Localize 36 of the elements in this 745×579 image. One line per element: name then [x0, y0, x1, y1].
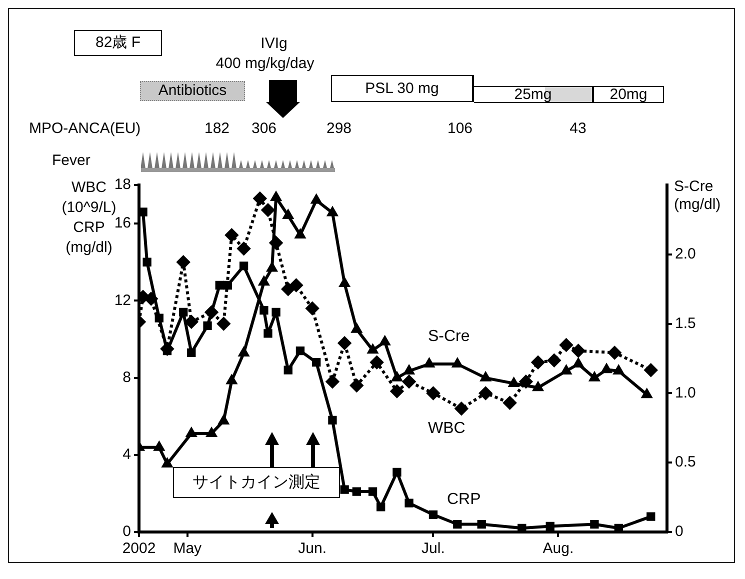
text: 106 [446, 120, 474, 137]
y-tick-label: 18 [114, 176, 131, 194]
text: MPO-ANCA(EU) [29, 120, 141, 137]
annotation: サイトカイン測定 [173, 467, 340, 498]
y-tick-label: 4 [122, 446, 131, 464]
x-tick-label: 2002 [122, 540, 156, 558]
text: 43 [568, 120, 588, 137]
text: 306 [250, 120, 278, 137]
y-axis-title: WBC (10^9/L) CRP (mg/dl) [62, 179, 116, 256]
y-tick-label: 8 [122, 368, 131, 386]
text: 298 [325, 120, 353, 137]
text: IVIg [260, 35, 288, 52]
text: 182 [203, 120, 231, 137]
text: PSL 30 mg [331, 75, 474, 102]
y-tick-label: 16 [114, 214, 131, 232]
text: 20mg [593, 86, 664, 103]
text: Antibiotics [140, 81, 245, 101]
y2-tick-label: 1.0 [675, 384, 696, 402]
y-tick-label: 12 [114, 292, 131, 309]
y2-axis-title: S-Cre (mg/dl) [674, 178, 722, 214]
series-label: CRP [447, 491, 481, 508]
x-tick-label: Jul. [422, 540, 445, 558]
y2-tick-label: 0 [675, 523, 684, 540]
y2-tick-label: 1.5 [675, 314, 696, 332]
series-label: S-Cre [428, 328, 470, 345]
x-tick-label: May [173, 540, 202, 558]
text: 25mg [474, 86, 593, 103]
text: 400 mg/kg/day [214, 55, 316, 72]
text: 82歳 F [74, 30, 162, 56]
text: Fever [52, 152, 90, 169]
x-tick-label: Jun. [298, 540, 326, 558]
series-label: WBC [428, 420, 466, 437]
y2-tick-label: 0.5 [675, 454, 696, 471]
y2-tick-label: 2.0 [675, 246, 696, 263]
x-tick-label: Aug. [542, 540, 574, 558]
y-tick-label: 0 [122, 523, 131, 540]
